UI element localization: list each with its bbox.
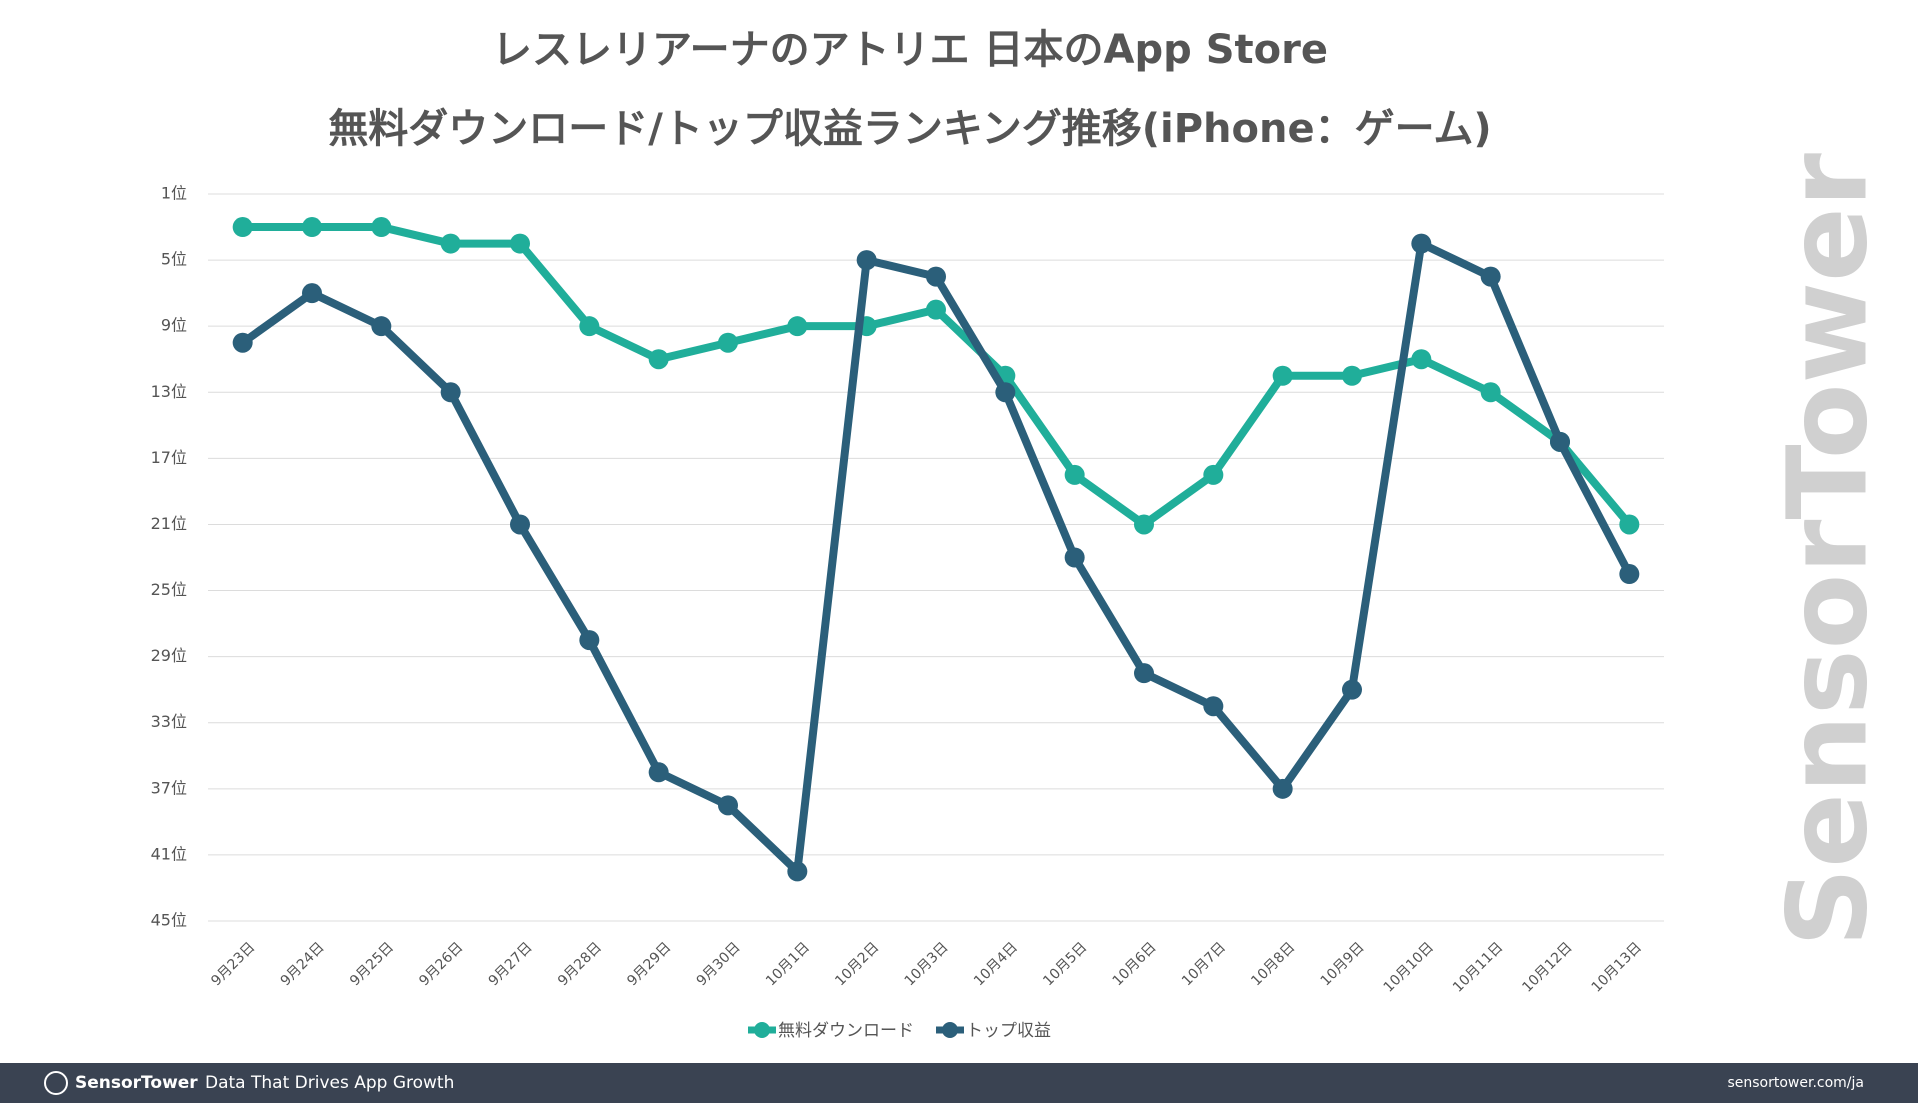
footer-url: sensortower.com/ja — [1727, 1075, 1864, 1091]
point — [302, 217, 322, 238]
x-tick-label: 9月30日 — [694, 939, 744, 989]
chart-subtitle: 無料ダウンロード/トップ収益ランキング推移(iPhone：ゲーム) — [328, 106, 1491, 152]
y-tick-label: 1位 — [161, 184, 187, 203]
x-tick-label: 10月6日 — [1110, 939, 1160, 989]
point — [440, 382, 461, 403]
legend-marker — [754, 1022, 770, 1038]
point — [1619, 514, 1640, 535]
point — [995, 382, 1016, 403]
point — [1480, 266, 1501, 287]
point — [371, 217, 392, 238]
x-tick-label: 10月7日 — [1179, 939, 1229, 989]
x-tick-label: 10月4日 — [971, 939, 1021, 989]
point — [1272, 365, 1293, 386]
x-tick-label: 10月5日 — [1040, 939, 1090, 989]
x-tick-label: 9月24日 — [278, 939, 328, 989]
y-tick-label: 41位 — [151, 844, 187, 863]
point — [718, 332, 738, 353]
point — [371, 316, 392, 337]
y-tick-label: 13位 — [151, 382, 187, 401]
y-tick-label: 45位 — [151, 911, 187, 930]
point — [926, 299, 946, 320]
point — [1134, 514, 1154, 535]
point — [718, 795, 738, 816]
point — [579, 630, 600, 651]
point — [232, 217, 253, 238]
point — [302, 283, 322, 304]
y-tick-label: 9位 — [161, 316, 187, 335]
point — [1064, 547, 1085, 568]
point — [1064, 464, 1085, 485]
x-tick-label: 10月12日 — [1519, 939, 1575, 995]
y-tick-label: 5位 — [161, 250, 187, 269]
point — [648, 349, 669, 370]
x-tick-label: 10月8日 — [1248, 939, 1298, 989]
x-tick-label: 10月13日 — [1589, 939, 1645, 995]
y-tick-label: 25位 — [151, 580, 187, 599]
point — [579, 316, 600, 337]
y-tick-label: 37位 — [151, 778, 187, 797]
point — [440, 233, 461, 254]
y-tick-label: 29位 — [151, 646, 187, 665]
point — [1272, 778, 1293, 799]
footer-bar — [0, 1063, 1918, 1103]
series-line — [240, 239, 1633, 876]
x-tick-label: 10月3日 — [902, 939, 952, 989]
point — [926, 266, 946, 287]
x-tick-label: 10月10日 — [1381, 939, 1437, 995]
x-tick-label: 9月26日 — [416, 939, 466, 989]
footer-brand: SensorTower — [75, 1073, 198, 1093]
point — [787, 316, 808, 337]
watermark: SensorTower — [1763, 153, 1891, 947]
point — [1411, 349, 1432, 370]
y-tick-label: 33位 — [151, 712, 187, 731]
x-tick-label: 9月28日 — [555, 939, 605, 989]
point — [1342, 679, 1362, 700]
point — [1134, 663, 1154, 684]
point — [1619, 564, 1640, 585]
chart-title: レスレリアーナのアトリエ 日本のApp Store — [492, 27, 1328, 73]
x-tick-label: 10月1日 — [763, 939, 813, 989]
x-tick-label: 10月9日 — [1318, 939, 1368, 989]
legend-marker — [942, 1022, 958, 1038]
point — [1342, 365, 1362, 386]
x-tick-label: 10月2日 — [832, 939, 882, 989]
footer-tagline: Data That Drives App Growth — [205, 1073, 454, 1093]
point — [856, 250, 877, 271]
x-tick-label: 9月29日 — [624, 939, 674, 989]
y-tick-label: 17位 — [151, 448, 187, 467]
point — [232, 332, 253, 353]
point — [510, 514, 530, 535]
point — [1203, 696, 1224, 717]
point — [1480, 382, 1501, 403]
y-tick-label: 21位 — [151, 514, 187, 533]
footer-logo — [44, 1071, 68, 1095]
legend-label: 無料ダウンロード — [778, 1021, 914, 1041]
point — [1411, 233, 1432, 254]
point — [510, 233, 530, 254]
x-tick-label: 9月25日 — [347, 939, 397, 989]
x-tick-label: 10月11日 — [1450, 939, 1506, 995]
legend-label: トップ収益 — [966, 1021, 1051, 1041]
point — [648, 762, 669, 783]
point — [1203, 464, 1224, 485]
x-tick-label: 9月27日 — [486, 939, 536, 989]
x-tick-label: 9月23日 — [208, 939, 258, 989]
point — [1550, 431, 1570, 452]
point — [787, 861, 808, 882]
